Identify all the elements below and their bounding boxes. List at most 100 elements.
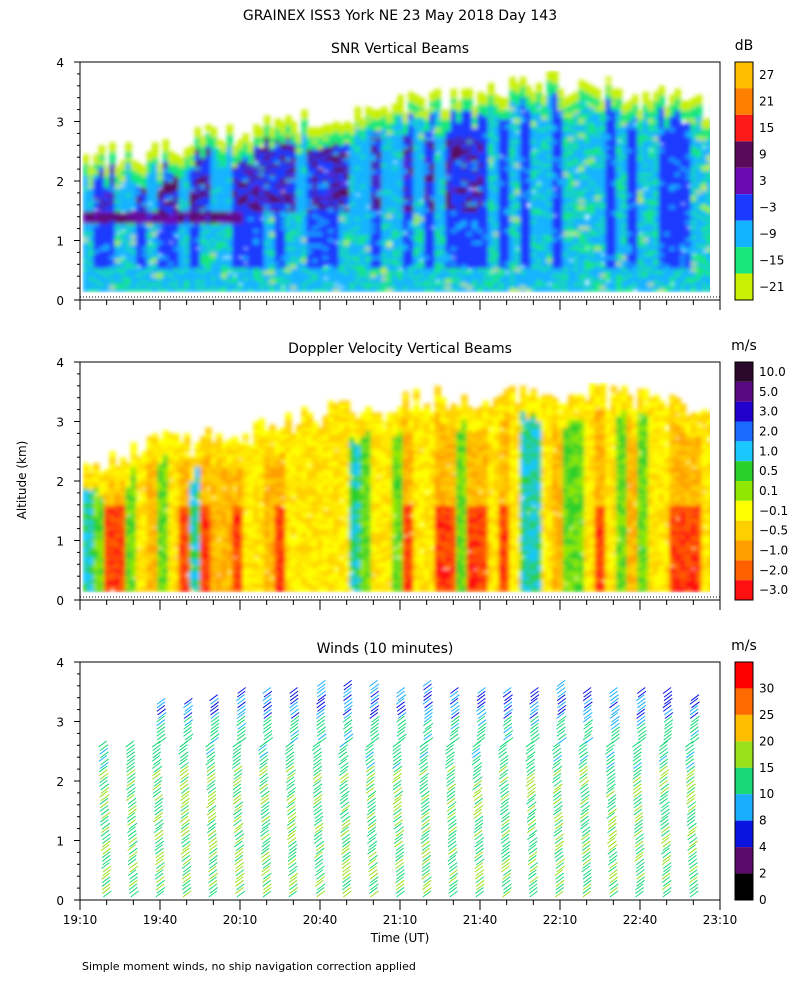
- doppler-panel: Doppler Velocity Vertical Beams 0 1 2 3 4 10…: [56, 338, 788, 610]
- wind-barb: [369, 876, 379, 884]
- wind-barb: [502, 687, 512, 694]
- wind-barb: [554, 815, 564, 823]
- wind-barb: [370, 890, 379, 898]
- wind-barb: [475, 858, 485, 866]
- wind-barb: [210, 697, 219, 705]
- wind-barb: [529, 697, 538, 705]
- wind-barb: [687, 812, 696, 819]
- wind-barb: [179, 744, 188, 752]
- wind-barb: [127, 815, 136, 823]
- wind-barb: [181, 854, 191, 862]
- wind-barb: [290, 719, 299, 727]
- wind-barb: [289, 694, 299, 702]
- wind-barb: [287, 837, 297, 844]
- wind-barb: [474, 865, 484, 873]
- wind-barbs: [98, 679, 700, 898]
- wind-barb: [632, 772, 642, 780]
- wind-barb: [180, 808, 190, 816]
- wind-barb: [690, 737, 700, 744]
- wind-barb: [553, 808, 562, 816]
- y-tick-label: 4: [56, 56, 64, 70]
- wind-barb: [395, 876, 404, 884]
- wind-barb: [553, 751, 562, 759]
- wind-barb: [634, 826, 643, 834]
- wind-barb: [181, 883, 191, 891]
- wind-barb: [101, 812, 111, 819]
- wind-barb: [207, 804, 217, 812]
- wind-barb: [664, 719, 674, 727]
- wind-barb: [582, 887, 592, 894]
- wind-barb: [394, 794, 403, 802]
- wind-barb: [317, 726, 327, 734]
- wind-barb: [420, 804, 430, 812]
- wind-barb: [663, 715, 673, 723]
- wind-barb: [181, 844, 191, 852]
- wind-barb: [178, 758, 188, 766]
- wind-barb: [446, 787, 456, 794]
- wind-barb: [636, 719, 646, 727]
- wind-barb: [504, 708, 513, 716]
- wind-barb: [449, 733, 459, 741]
- wind-barb: [237, 697, 246, 705]
- wind-barb: [554, 869, 564, 877]
- wind-barb: [340, 776, 349, 784]
- wind-barb: [233, 744, 242, 752]
- wind-barb: [637, 704, 647, 712]
- wind-barb: [128, 808, 137, 816]
- doppler-title: Doppler Velocity Vertical Beams: [288, 341, 512, 357]
- wind-barb: [637, 733, 647, 741]
- wind-barb: [662, 879, 672, 887]
- wind-barb: [395, 862, 405, 869]
- colorbar-label: 25: [759, 708, 774, 722]
- wind-barb: [581, 844, 591, 852]
- wind-barb: [473, 829, 483, 837]
- wind-barb: [608, 854, 618, 862]
- wind-barb: [659, 740, 668, 748]
- wind-barb: [183, 712, 193, 719]
- wind-barb: [661, 869, 671, 877]
- colorbar-swatch: [735, 714, 753, 742]
- wind-barb: [316, 712, 325, 719]
- wind-barb: [371, 715, 380, 723]
- wind-barb: [476, 737, 485, 744]
- wind-barb: [498, 765, 508, 773]
- wind-barb: [580, 815, 589, 823]
- wind-barb: [583, 876, 592, 884]
- wind-barb: [98, 740, 107, 748]
- wind-barb: [232, 787, 242, 794]
- wind-barb: [556, 679, 566, 687]
- wind-barb: [633, 794, 642, 802]
- colorbar-swatch: [735, 847, 753, 874]
- wind-barb: [341, 858, 351, 866]
- wind-barb: [181, 879, 191, 887]
- wind-barb: [690, 719, 699, 727]
- wind-barb: [126, 772, 136, 780]
- wind-barb: [449, 890, 459, 898]
- wind-barb: [285, 754, 294, 762]
- wind-barb: [127, 787, 136, 794]
- wind-barb: [449, 872, 459, 880]
- wind-barb: [637, 697, 646, 705]
- wind-barb: [607, 783, 616, 791]
- wind-barb: [288, 851, 297, 859]
- wind-barb: [477, 687, 486, 694]
- wind-barb: [688, 826, 697, 834]
- wind-barb: [311, 744, 321, 752]
- wind-barb: [126, 812, 136, 819]
- wind-barb: [156, 701, 166, 709]
- wind-barb: [686, 765, 696, 773]
- wind-barb: [125, 740, 134, 748]
- wind-barb: [365, 765, 375, 773]
- wind-barb: [608, 815, 617, 823]
- wind-barb: [365, 751, 374, 759]
- wind-barb: [235, 869, 245, 877]
- wind-barb: [609, 876, 619, 884]
- wind-barb: [128, 851, 138, 859]
- wind-barb: [527, 801, 537, 809]
- wind-barb: [476, 694, 486, 702]
- colorbar-unit: m/s: [731, 338, 757, 354]
- wind-barb: [477, 712, 487, 719]
- wind-barb: [128, 837, 138, 844]
- wind-barb: [609, 862, 618, 869]
- wind-barb: [662, 862, 672, 869]
